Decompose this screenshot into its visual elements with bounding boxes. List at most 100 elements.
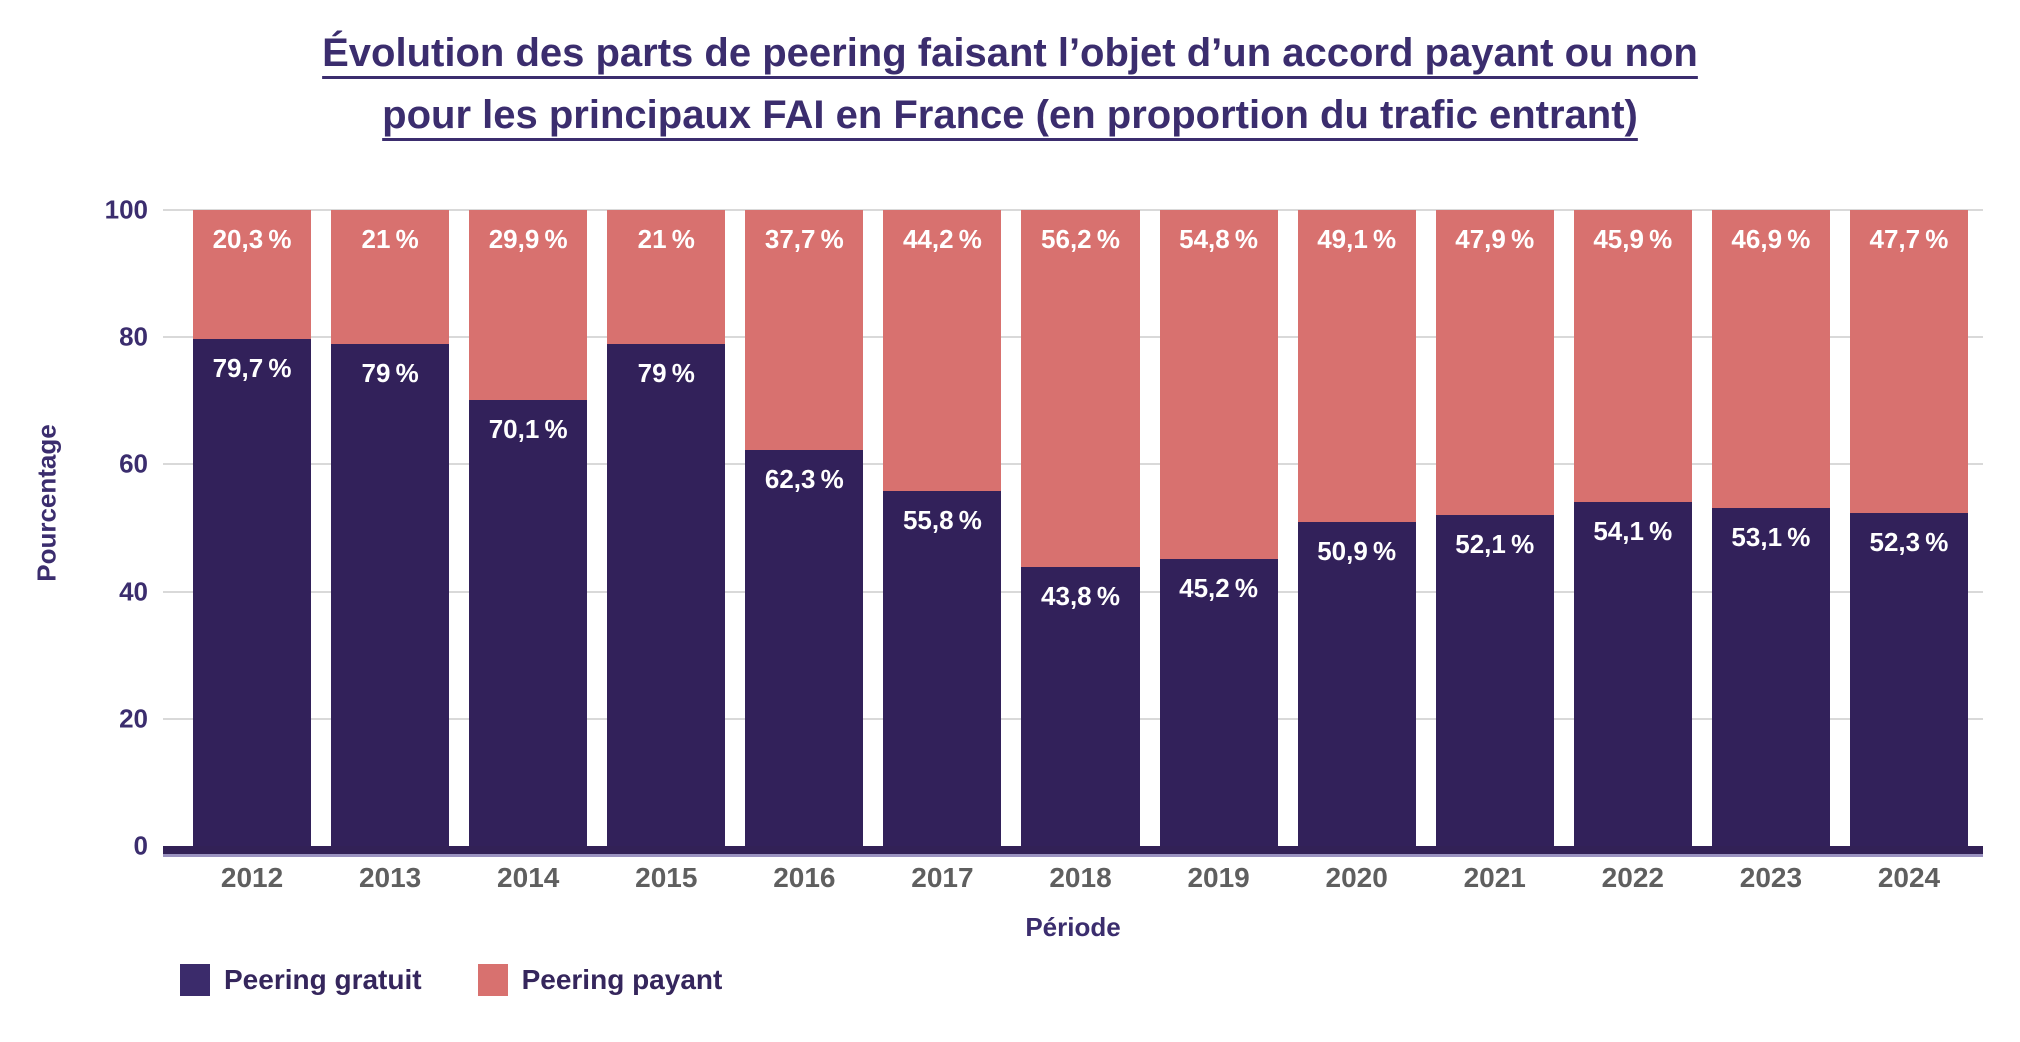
bar-value-label: 45,2 % [1179,572,1259,603]
bar-segment-gratuit-2016: 62,3 % [745,449,864,846]
bar-segment-gratuit-2013: 79 % [331,343,450,846]
bar-value-label: 53,1 % [1731,522,1811,553]
bar-column-2020: 49,1 % 50,9 % [1297,210,1416,846]
bar-value-label: 21 % [637,224,695,255]
bar-segment-payant-2017: 44,2 % [883,210,1002,492]
y-tick-label-20: 20 [119,703,148,734]
x-tick-label-2018: 2018 [1049,862,1112,893]
bar-segment-gratuit-2015: 79 % [607,343,726,846]
bar-column-2015: 21 % 79 % [607,210,726,846]
bar-segment-gratuit-2021: 52,1 % [1435,514,1554,846]
bar-segment-payant-2019: 54,8 % [1159,210,1278,559]
bar-value-label: 52,1 % [1455,528,1535,559]
y-tick-label-40: 40 [119,576,148,607]
bar-value-label: 62,3 % [764,463,844,494]
bar-value-label: 21 % [361,224,419,255]
bar-value-label: 45,9 % [1593,224,1673,255]
bar-value-label: 79 % [361,357,419,388]
y-tick-label-100: 100 [104,194,148,225]
x-tick-label-2021: 2021 [1463,862,1526,893]
y-tick-label-80: 80 [119,321,148,352]
x-tick-label-2020: 2020 [1325,862,1388,893]
y-tick-label-60: 60 [119,448,148,479]
bar-segment-payant-2020: 49,1 % [1297,210,1416,523]
bar-segment-gratuit-2014: 70,1 % [469,400,588,846]
bar-segment-payant-2012: 20,3 % [193,210,312,340]
bar-value-label: 47,9 % [1455,224,1535,255]
bar-column-2012: 20,3 % 79,7 % [193,210,312,846]
bar-segment-payant-2021: 47,9 % [1435,210,1554,515]
bar-column-2013: 21 % 79 % [331,210,450,846]
bar-column-2019: 54,8 % 45,2 % [1159,210,1278,846]
bar-segment-payant-2024: 47,7 % [1849,210,1969,514]
legend-label: Peering gratuit [224,964,422,995]
bar-segment-payant-2022: 45,9 % [1573,210,1692,502]
bar-column-2022: 45,9 % 54,1 % [1573,210,1692,846]
bar-value-label: 29,9 % [488,224,568,255]
bar-segment-gratuit-2022: 54,1 % [1573,501,1692,846]
bar-value-label: 54,1 % [1593,515,1673,546]
x-tick-label-2014: 2014 [497,862,560,893]
chart-title-line-1: Évolution des parts de peering faisant l… [322,31,1698,75]
bar-segment-gratuit-2018: 43,8 % [1021,567,1140,846]
bar-column-2023: 46,9 % 53,1 % [1711,210,1830,846]
x-tick-label-2015: 2015 [635,862,698,893]
legend: Peering gratuit Peering payant [180,964,722,996]
bar-segment-gratuit-2024: 52,3 % [1849,513,1969,846]
bar-segment-payant-2013: 21 % [331,210,450,344]
legend-swatch-icon [180,964,210,996]
y-axis-ticks: 0 20 40 60 80 100 [0,195,148,861]
bar-column-2016: 37,7 % 62,3 % [745,210,864,846]
bar-value-label: 56,2 % [1041,224,1120,255]
bar-segment-gratuit-2023: 53,1 % [1711,508,1830,846]
chart-title-line-2: pour les principaux FAI en France (en pr… [382,93,1638,137]
x-tick-label-2017: 2017 [911,862,974,893]
bar-column-2018: 56,2 % 43,8 % [1021,210,1140,846]
bar-value-label: 47,7 % [1869,224,1949,255]
x-axis-title: Période [1025,912,1121,942]
x-tick-label-2023: 2023 [1739,862,1803,893]
bar-value-label: 37,7 % [764,224,844,255]
bar-segment-gratuit-2017: 55,8 % [883,491,1002,846]
bar-value-label: 55,8 % [902,505,982,536]
bar-segment-gratuit-2019: 45,2 % [1159,558,1278,846]
bar-segment-payant-2015: 21 % [607,210,726,344]
bar-segment-payant-2014: 29,9 % [469,210,588,401]
y-tick-label-0: 0 [133,830,148,861]
legend-swatch-icon [477,964,508,996]
x-tick-label-2012: 2012 [220,862,284,893]
bar-value-label: 54,8 % [1179,224,1259,255]
bar-value-label: 46,9 % [1731,224,1811,255]
bar-segment-payant-2023: 46,9 % [1711,210,1830,509]
bar-value-label: 79,7 % [212,353,292,384]
bar-value-label: 52,3 % [1869,527,1949,558]
bar-segment-gratuit-2012: 79,7 % [193,339,312,846]
bar-column-2021: 47,9 % 52,1 % [1435,210,1554,846]
legend-label: Peering payant [521,964,723,995]
x-axis-line [163,846,1983,857]
bar-column-2014: 29,9 % 70,1 % [469,210,588,846]
legend-item-gratuit: Peering gratuit [180,964,422,996]
bar-segment-payant-2016: 37,7 % [745,210,864,450]
bar-value-label: 49,1 % [1317,224,1397,255]
bar-segment-gratuit-2020: 50,9 % [1297,522,1416,846]
chart-title: Évolution des parts de peering faisant l… [0,22,2020,146]
bar-segment-payant-2018: 56,2 % [1021,210,1140,568]
x-tick-label-2022: 2022 [1601,862,1664,893]
legend-item-payant: Peering payant [477,964,723,996]
plot-area: 20,3 % 79,7 % 21 % 79 % 29,9 % 70,1 % 21 % 79 %… [163,209,1983,846]
x-tick-label-2019: 2019 [1187,862,1250,893]
bar-column-2017: 44,2 % 55,8 % [883,210,1002,846]
x-axis-labels: 2012 2013 2014 2015 2016 2017 2018 2019 2020 2021… [163,862,1983,894]
bar-value-label: 20,3 % [212,224,292,255]
gridline-100 [163,209,1983,211]
bars: 20,3 % 79,7 % 21 % 79 % 29,9 % 70,1 % 21 % 79 %… [163,210,1983,846]
bar-value-label: 43,8 % [1041,581,1120,612]
x-tick-label-2013: 2013 [358,862,422,893]
bar-value-label: 79 % [637,357,695,388]
bar-column-2024: 47,7 % 52,3 % [1849,210,1969,846]
bar-value-label: 44,2 % [902,224,982,255]
x-tick-label-2024: 2024 [1877,862,1941,893]
bar-value-label: 50,9 % [1317,536,1397,567]
